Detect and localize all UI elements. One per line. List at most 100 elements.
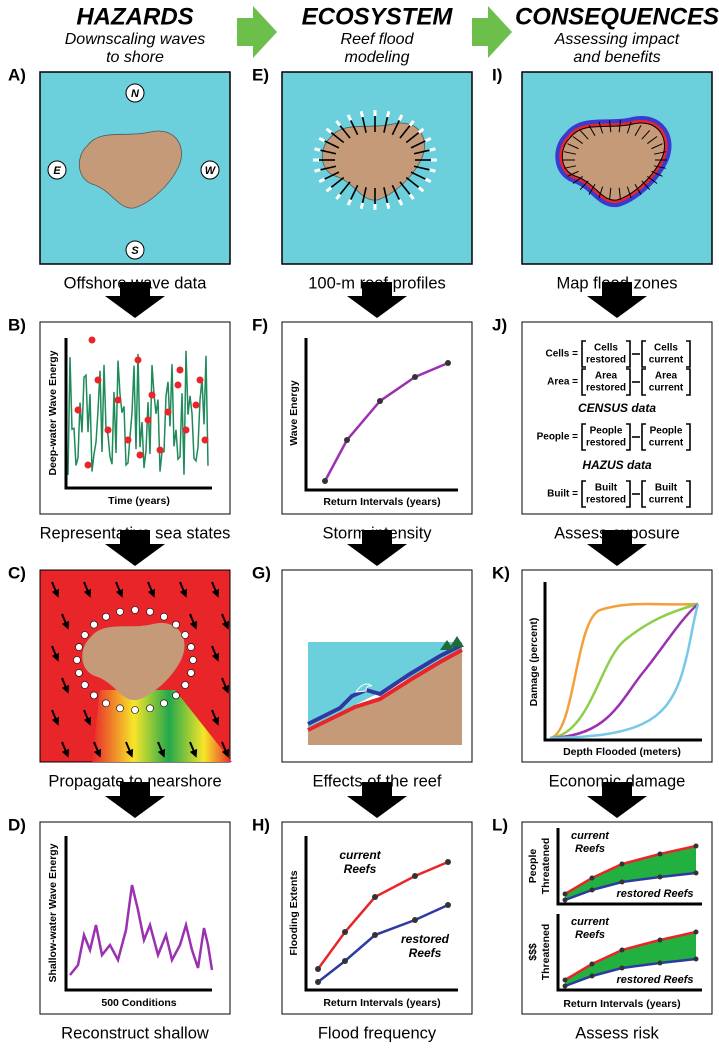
transect-offshore (325, 186, 333, 193)
curve-point (342, 958, 348, 964)
sea-state-point (84, 461, 92, 469)
transect-offshore (359, 110, 365, 118)
panel-frame (39, 821, 231, 1015)
panel-i (521, 71, 713, 265)
nearshore-point (75, 643, 83, 651)
x-axis-label: Return Intervals (years) (563, 998, 680, 1010)
equation-lhs: People = (537, 432, 579, 443)
nearshore-point (90, 691, 98, 700)
nearshore-point (81, 681, 89, 689)
equation-term: current (649, 495, 684, 506)
flood-tick (609, 187, 612, 200)
down-arrow (105, 282, 165, 318)
nearshore-points (73, 606, 197, 714)
sea (308, 642, 462, 728)
flood-tick (572, 136, 583, 144)
x-axis-label: Return Intervals (years) (323, 496, 440, 508)
transect (320, 149, 337, 155)
transect (391, 184, 401, 200)
panel-c (39, 569, 232, 763)
panel-d: Shallow-water Wave Energy 500 Conditions (39, 821, 231, 1015)
x-axis-label: Return Intervals (years) (323, 997, 440, 1009)
equation-term: restored (586, 355, 626, 366)
down-arrow (587, 782, 647, 818)
flood-tick (654, 151, 666, 155)
panel-letter: L) (492, 815, 508, 834)
nearshore-point (75, 669, 83, 677)
transect-offshore (335, 119, 342, 127)
equation-term: People (650, 426, 683, 437)
curve-point (412, 917, 418, 923)
nearshore-point (146, 607, 154, 616)
wave-arrow (211, 581, 220, 598)
panel-frame (521, 569, 713, 763)
y-axis-label: Wave Energy (288, 380, 300, 446)
flood-tick (651, 143, 663, 150)
flood-tick (618, 187, 621, 200)
damage-curve (549, 603, 699, 740)
sea-state-point (201, 436, 209, 444)
flood-tick (567, 170, 579, 177)
sea-state-point (88, 336, 96, 344)
series-label: current (571, 916, 610, 928)
curve-point (619, 947, 625, 953)
sea-state-point (174, 381, 182, 389)
transect-offshore (429, 147, 436, 152)
x-axis-label: Depth Flooded (meters) (563, 746, 681, 758)
wave-arrow (157, 741, 166, 758)
sea-state-point (136, 451, 144, 459)
sea-state-point (164, 408, 172, 416)
flood-tick (598, 121, 604, 134)
equation-term: current (649, 438, 684, 449)
wave-arrow (61, 613, 70, 630)
compass-label: S (131, 245, 139, 257)
y-axis-label: Damage (percent) (528, 618, 540, 707)
y-axis-label: Flooding Extents (288, 870, 300, 955)
transect-offshore (417, 186, 425, 193)
sea-state-point (94, 376, 102, 384)
transect-offshore (346, 114, 353, 122)
transect-offshore (417, 127, 425, 134)
panel-f: Wave Energy Return Intervals (years) (281, 321, 473, 515)
sea-state-point (104, 426, 112, 434)
compass-circle (47, 160, 67, 180)
bracket (641, 340, 691, 368)
curve-point (657, 851, 663, 857)
y-axis-label: Deep-water Wave Energy (47, 350, 59, 475)
curve-point (589, 961, 595, 967)
nearshore-point (116, 607, 124, 616)
wave-series (67, 350, 209, 476)
axes (556, 914, 702, 992)
flood-tick (641, 129, 651, 140)
flood-tick (626, 186, 632, 199)
compass-circle (200, 160, 220, 180)
wave-directions (51, 581, 230, 758)
transect (399, 125, 411, 139)
transect (413, 165, 430, 171)
panel-e (281, 71, 473, 265)
bracket (581, 340, 631, 368)
panel-letter: G) (252, 563, 271, 582)
compass-circle (125, 83, 145, 103)
wave-arrow (83, 709, 92, 726)
y-axis-label: People (527, 849, 539, 884)
sea-state-point (74, 406, 82, 414)
panel-caption: Economic damage (549, 772, 686, 790)
equation-term: restored (586, 438, 626, 449)
wave-arrow (147, 581, 156, 598)
transect (410, 171, 426, 180)
column-title: HAZARDS (76, 3, 193, 30)
curve-point (372, 932, 378, 938)
flood-tick (634, 183, 642, 195)
transect-offshore (408, 193, 415, 201)
wave-arrow (189, 613, 198, 630)
nearshore-point (102, 612, 110, 621)
wave-arrow (211, 709, 220, 726)
panel-letter: I) (492, 65, 502, 84)
curve-point (562, 891, 568, 897)
x-axis-label: 500 Conditions (101, 997, 176, 1009)
down-arrow (105, 530, 165, 566)
wave-arrow (51, 581, 60, 598)
curve-point (657, 960, 663, 966)
nearshore-point (189, 656, 197, 664)
